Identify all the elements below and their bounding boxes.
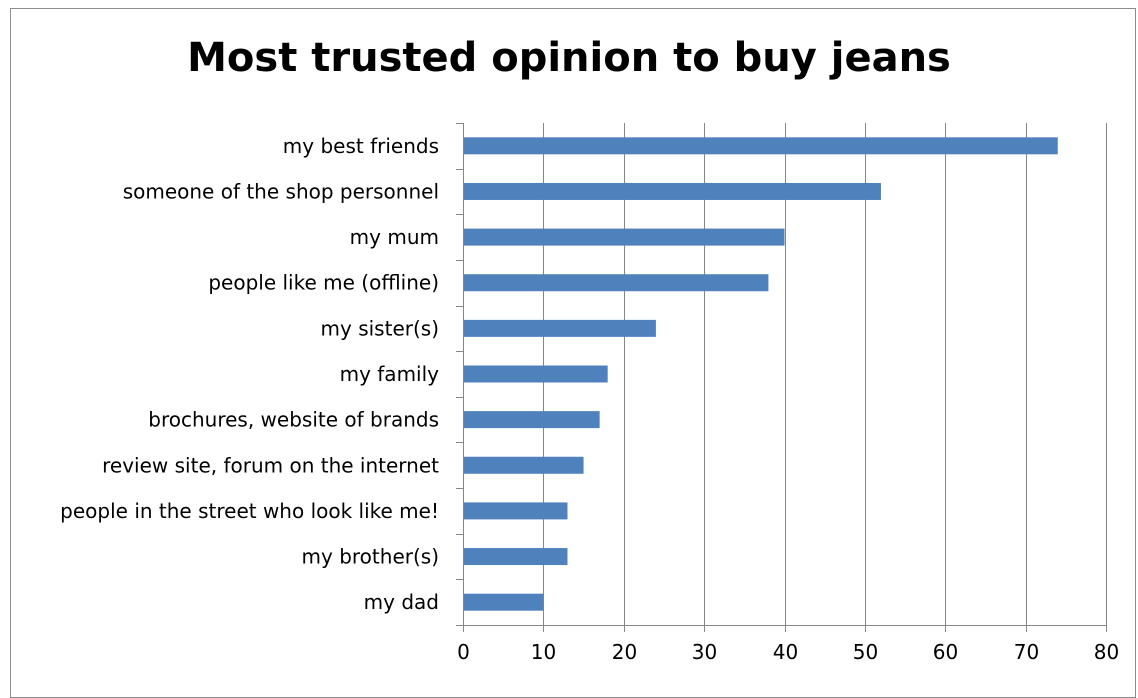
category-label: people in the street who look like me!: [60, 499, 439, 523]
category-label: brochures, website of brands: [148, 408, 439, 432]
category-label: my best friends: [283, 134, 439, 158]
bar: [463, 456, 584, 474]
category-label: my sister(s): [321, 316, 439, 340]
x-tick-label: 30: [692, 640, 717, 664]
tick-labels: 0 10 20 30 40 50 60 70 80: [457, 640, 1119, 664]
axes: [456, 123, 1107, 632]
bar-chart: my best friends someone of the shop perso…: [60, 123, 1119, 664]
bar: [463, 137, 1058, 155]
bar: [463, 548, 568, 566]
category-label: someone of the shop personnel: [123, 179, 439, 203]
category-label: my dad: [364, 590, 439, 614]
bar: [463, 228, 785, 246]
bar: [463, 274, 769, 292]
x-tick-label: 10: [531, 640, 556, 664]
bar: [463, 593, 544, 611]
gridlines: [543, 123, 1107, 625]
category-label: review site, forum on the internet: [102, 453, 439, 477]
category-label: my mum: [350, 225, 439, 249]
x-tick-label: 70: [1014, 640, 1039, 664]
chart-title: Most trusted opinion to buy jeans: [187, 35, 951, 81]
bar: [463, 365, 608, 383]
x-tick-label: 80: [1094, 640, 1119, 664]
bar: [463, 319, 656, 337]
bar: [463, 502, 568, 520]
x-tick-label: 60: [933, 640, 958, 664]
bar: [463, 411, 600, 429]
x-tick-label: 50: [853, 640, 878, 664]
category-label: people like me (offline): [208, 271, 439, 295]
category-label: my family: [340, 362, 440, 386]
bar: [463, 182, 881, 200]
x-tick-label: 40: [773, 640, 798, 664]
bars: [463, 137, 1058, 611]
chart-frame: [10, 8, 1136, 698]
category-labels: my best friends someone of the shop perso…: [60, 134, 439, 614]
category-label: my brother(s): [302, 545, 439, 569]
x-tick-label: 0: [457, 640, 470, 664]
x-tick-label: 20: [612, 640, 637, 664]
